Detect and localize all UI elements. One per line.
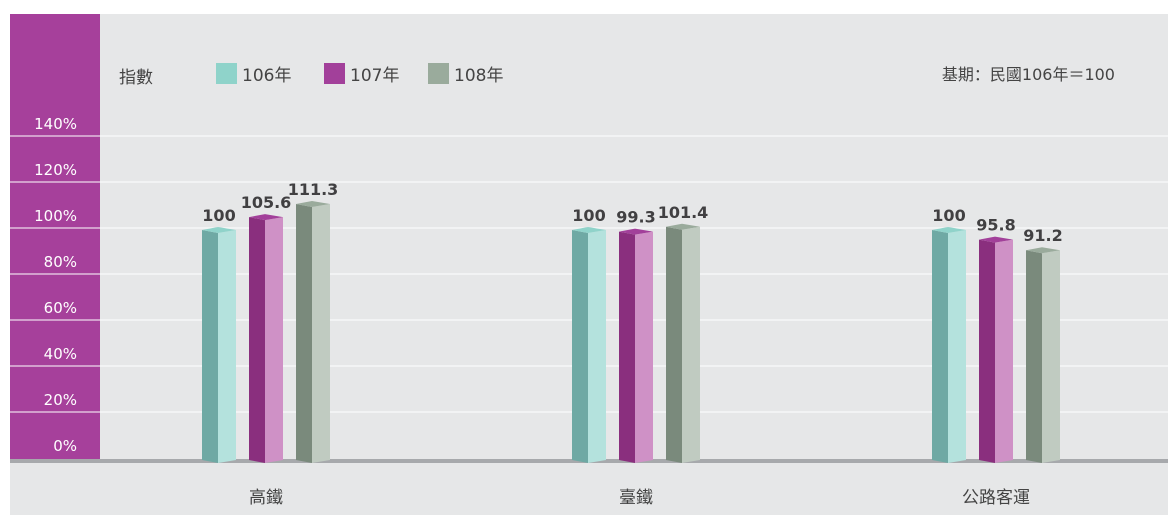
y-tick-label: 40% [44,345,77,363]
y-tick-label: 140% [34,115,77,133]
y-tick-label: 120% [34,161,77,179]
base-period-note: 基期：民國106年＝100 [942,65,1115,84]
legend-swatch [324,63,345,84]
bar [979,237,1013,463]
data-label: 95.8 [976,216,1015,235]
bar [666,224,700,463]
data-label: 100 [572,206,605,225]
legend: 106年 107年 108年 [216,63,503,86]
bar [296,201,330,463]
bar [572,227,606,463]
bar [249,214,283,463]
legend-swatch [216,63,237,84]
bar [202,227,236,463]
data-label: 91.2 [1023,226,1062,245]
data-label: 100 [202,206,235,225]
data-label: 100 [932,206,965,225]
data-label: 105.6 [241,193,292,212]
data-label: 111.3 [288,180,339,199]
y-tick-label: 0% [53,437,77,455]
category-label: 公路客運 [962,488,1030,508]
bar [932,227,966,463]
data-label: 101.4 [658,203,709,222]
category-label: 臺鐵 [619,488,653,508]
bar [1026,247,1060,463]
legend-swatch [428,63,449,84]
y-tick-label: 80% [44,253,77,271]
bar [619,229,653,463]
legend-label: 107年 [350,66,399,86]
legend-label: 106年 [242,66,291,86]
data-label: 99.3 [616,208,655,227]
y-axis-label: 指數 [119,68,153,88]
y-tick-label: 60% [44,299,77,317]
legend-label: 108年 [454,66,503,86]
y-tick-label: 20% [44,391,77,409]
y-tick-label: 100% [34,207,77,225]
category-label: 高鐵 [249,488,283,508]
